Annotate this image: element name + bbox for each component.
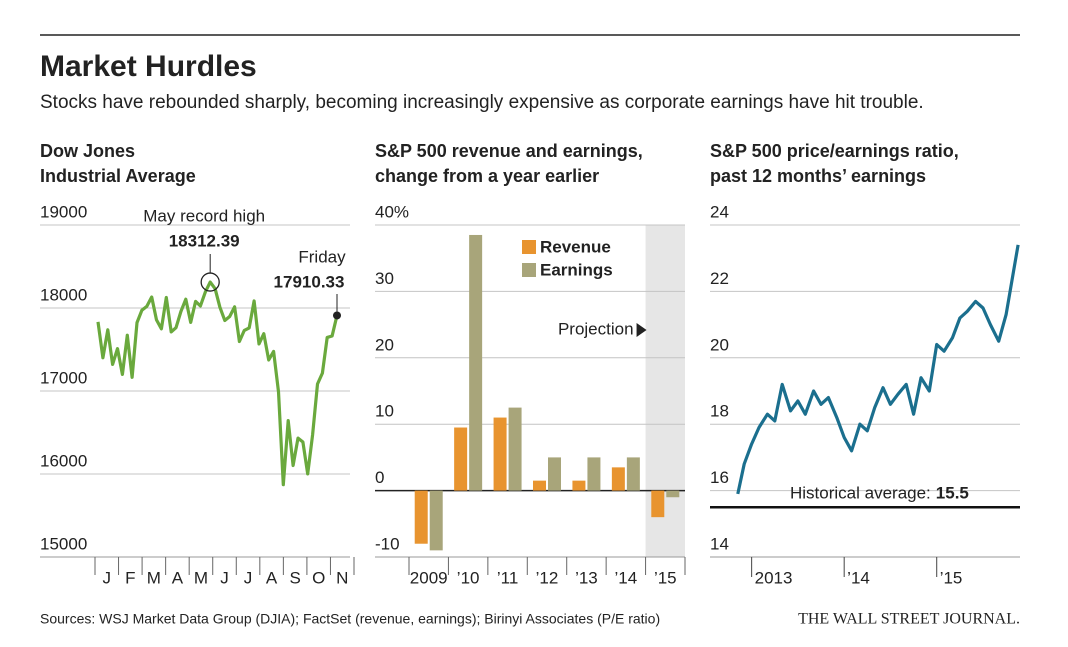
- projection-label: Projection: [558, 319, 634, 338]
- bar: [414, 490, 428, 544]
- legend-swatch: [522, 263, 536, 277]
- x-tick-label: ’15: [940, 568, 963, 587]
- annotation-label: May record high: [143, 206, 265, 225]
- x-tick-label: J: [220, 568, 229, 587]
- x-tick-label: ’10: [457, 568, 480, 587]
- bar: [493, 417, 507, 491]
- title: Market Hurdles: [40, 50, 257, 83]
- x-tick-label: N: [336, 568, 348, 587]
- reference-label: Historical average:: [790, 484, 931, 503]
- legend-label: Revenue: [540, 237, 611, 256]
- y-tick-label: 20: [375, 335, 394, 354]
- bar: [548, 457, 561, 491]
- line: [96, 280, 339, 487]
- y-tick-label: 18000: [40, 285, 87, 304]
- y-tick-label: 30: [375, 269, 394, 288]
- bar: [587, 457, 601, 491]
- legend-label: Earnings: [540, 260, 613, 279]
- x-tick-label: ’13: [575, 568, 598, 587]
- chart-title: Industrial Average: [40, 166, 196, 186]
- x-tick-label: J: [103, 568, 112, 587]
- y-tick-label: 14: [710, 534, 729, 553]
- y-tick-label: 19000: [40, 202, 87, 221]
- bar: [469, 234, 483, 491]
- line: [736, 244, 1020, 495]
- bar: [626, 457, 640, 491]
- y-tick-label: 0: [375, 468, 384, 487]
- x-tick-label: O: [312, 568, 325, 587]
- x-tick-label: 2009: [410, 568, 448, 587]
- legend-swatch: [522, 240, 536, 254]
- y-tick-label: -10: [375, 534, 400, 553]
- y-tick-label: 20: [710, 335, 729, 354]
- chart-title: Dow Jones: [40, 141, 135, 161]
- sources: Sources: WSJ Market Data Group (DJIA); F…: [40, 611, 660, 627]
- chart-title: S&P 500 revenue and earnings,: [375, 141, 643, 161]
- x-tick-label: ’12: [536, 568, 559, 587]
- y-tick-label: 40%: [375, 202, 409, 221]
- annotation-value: 18312.39: [169, 231, 240, 250]
- x-tick-label: F: [125, 568, 135, 587]
- bar: [508, 407, 522, 491]
- y-tick-label: 16000: [40, 451, 87, 470]
- y-tick-label: 10: [375, 402, 394, 421]
- y-tick-label: 15000: [40, 534, 87, 553]
- projection-arrow: [636, 323, 647, 337]
- bar: [572, 480, 586, 491]
- bar: [454, 427, 468, 491]
- chart-title: past 12 months’ earnings: [710, 166, 926, 186]
- x-tick-label: ’14: [615, 568, 638, 587]
- x-tick-label: ’14: [847, 568, 870, 587]
- reference-value: 15.5: [936, 484, 969, 503]
- x-tick-label: J: [244, 568, 253, 587]
- bar: [429, 490, 443, 551]
- x-tick-label: ’11: [497, 568, 518, 587]
- x-tick-label: 2013: [755, 568, 793, 587]
- bar: [611, 467, 625, 491]
- bar: [651, 490, 665, 518]
- annotation-label: Friday: [298, 247, 346, 266]
- chart-title: change from a year earlier: [375, 166, 599, 186]
- y-tick-label: 16: [710, 468, 729, 487]
- y-tick-label: 22: [710, 269, 729, 288]
- bar: [533, 480, 546, 491]
- x-tick-label: M: [147, 568, 161, 587]
- y-tick-label: 17000: [40, 368, 87, 387]
- x-tick-label: A: [172, 568, 184, 587]
- y-tick-label: 18: [710, 402, 729, 421]
- x-tick-label: ’15: [654, 568, 677, 587]
- subtitle: Stocks have rebounded sharply, becoming …: [40, 92, 924, 113]
- bar: [666, 490, 680, 498]
- x-tick-label: M: [194, 568, 208, 587]
- x-tick-label: A: [266, 568, 278, 587]
- y-tick-label: 24: [710, 202, 729, 221]
- chart-title: S&P 500 price/earnings ratio,: [710, 141, 959, 161]
- logo: THE WALL STREET JOURNAL.: [798, 611, 1020, 628]
- annotation-value: 17910.33: [274, 272, 345, 291]
- x-tick-label: S: [289, 568, 300, 587]
